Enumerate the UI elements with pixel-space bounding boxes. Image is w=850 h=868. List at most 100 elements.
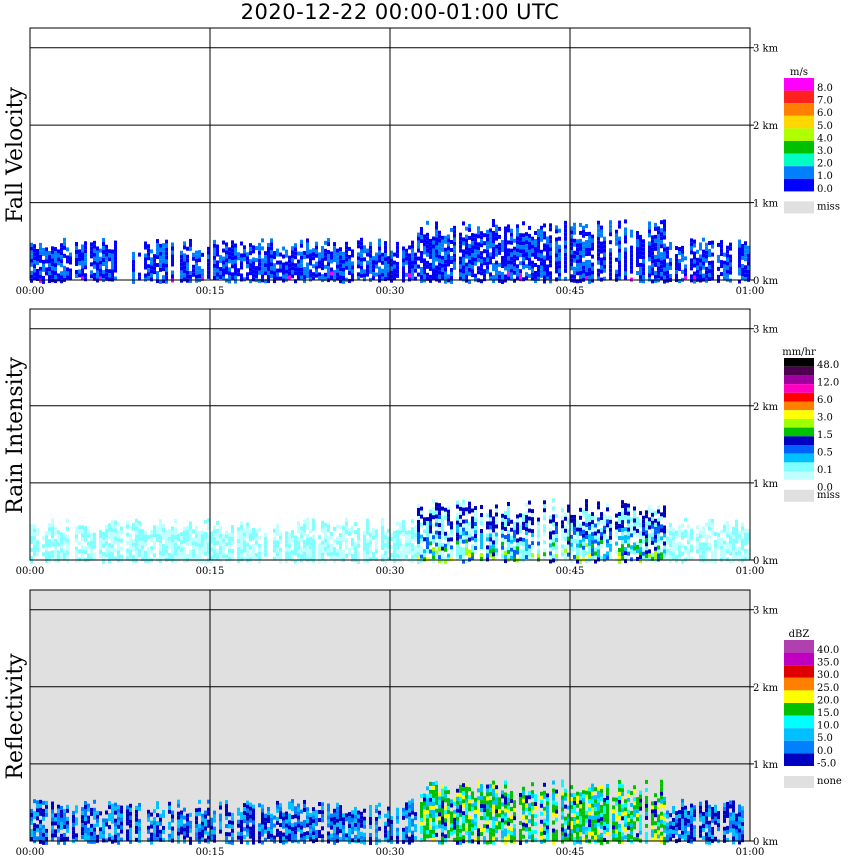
echo-cell bbox=[666, 536, 669, 541]
echo-cell bbox=[555, 546, 558, 551]
echo-cell bbox=[675, 554, 678, 559]
echo-cell bbox=[510, 826, 513, 831]
echo-cell bbox=[159, 243, 162, 248]
echo-cell bbox=[198, 250, 201, 255]
echo-cell bbox=[657, 262, 660, 267]
echo-cell bbox=[537, 521, 540, 526]
echo-cell bbox=[621, 528, 624, 533]
echo-cell bbox=[537, 248, 540, 253]
echo-cell bbox=[387, 544, 390, 549]
echo-cell bbox=[150, 530, 153, 535]
echo-cell bbox=[258, 250, 261, 255]
echo-cell bbox=[39, 831, 42, 836]
echo-cell bbox=[228, 540, 231, 545]
echo-cell bbox=[627, 527, 630, 532]
echo-cell bbox=[108, 825, 111, 830]
echo-cell bbox=[459, 530, 462, 535]
echo-cell bbox=[105, 252, 108, 257]
echo-cell bbox=[453, 257, 456, 262]
echo-cell bbox=[363, 269, 366, 274]
echo-cell bbox=[462, 253, 465, 258]
echo-cell bbox=[579, 523, 582, 528]
echo-cell bbox=[654, 530, 657, 535]
echo-cell bbox=[39, 254, 42, 259]
echo-cell bbox=[450, 227, 453, 232]
echo-cell bbox=[87, 819, 90, 824]
echo-cell bbox=[84, 809, 87, 814]
echo-cell bbox=[621, 524, 624, 529]
legend-missing-swatch bbox=[784, 489, 814, 502]
echo-cell bbox=[345, 257, 348, 262]
echo-cell bbox=[357, 535, 360, 540]
echo-cell bbox=[495, 232, 498, 237]
echo-cell bbox=[135, 522, 138, 527]
echo-cell bbox=[261, 828, 264, 833]
echo-cell bbox=[228, 832, 231, 837]
echo-cell bbox=[108, 805, 111, 810]
echo-cell bbox=[456, 792, 459, 797]
echo-cell bbox=[483, 273, 486, 278]
echo-cell bbox=[441, 816, 444, 821]
echo-field bbox=[30, 219, 750, 284]
echo-cell bbox=[303, 520, 306, 525]
echo-cell bbox=[459, 264, 462, 269]
echo-cell bbox=[480, 557, 483, 562]
echo-cell bbox=[330, 821, 333, 826]
echo-cell bbox=[507, 541, 510, 546]
echo-cell bbox=[570, 522, 573, 527]
echo-cell bbox=[114, 834, 117, 839]
echo-cell bbox=[219, 542, 222, 547]
echo-cell bbox=[681, 523, 684, 528]
echo-cell bbox=[702, 253, 705, 258]
echo-cell bbox=[348, 266, 351, 271]
echo-cell bbox=[237, 807, 240, 812]
echo-cell bbox=[201, 829, 204, 834]
echo-cell bbox=[432, 539, 435, 544]
echo-cell bbox=[210, 559, 213, 564]
echo-cell bbox=[162, 813, 165, 818]
echo-cell bbox=[171, 270, 174, 275]
echo-cell bbox=[267, 274, 270, 279]
echo-cell bbox=[708, 261, 711, 266]
echo-cell bbox=[63, 548, 66, 553]
echo-cell bbox=[516, 546, 519, 551]
echo-cell bbox=[321, 834, 324, 839]
echo-cell bbox=[708, 277, 711, 282]
echo-cell bbox=[444, 515, 447, 520]
echo-cell bbox=[501, 537, 504, 542]
echo-cell bbox=[495, 272, 498, 277]
echo-cell bbox=[411, 798, 414, 803]
echo-cell bbox=[411, 272, 414, 277]
echo-cell bbox=[711, 526, 714, 531]
echo-cell bbox=[504, 820, 507, 825]
echo-cell bbox=[468, 533, 471, 538]
echo-cell bbox=[744, 277, 747, 282]
echo-cell bbox=[558, 276, 561, 281]
echo-cell bbox=[516, 542, 519, 547]
echo-cell bbox=[471, 237, 474, 242]
echo-cell bbox=[582, 273, 585, 278]
echo-cell bbox=[180, 270, 183, 275]
echo-cell bbox=[684, 264, 687, 269]
echo-cell bbox=[42, 840, 45, 845]
echo-cell bbox=[90, 831, 93, 836]
echo-cell bbox=[639, 539, 642, 544]
echo-cell bbox=[180, 822, 183, 827]
echo-cell bbox=[171, 530, 174, 535]
echo-cell bbox=[618, 264, 621, 269]
echo-cell bbox=[57, 534, 60, 539]
echo-cell bbox=[63, 245, 66, 250]
echo-cell bbox=[186, 537, 189, 542]
echo-cell bbox=[369, 536, 372, 541]
echo-cell bbox=[261, 258, 264, 263]
echo-cell bbox=[333, 836, 336, 841]
echo-cell bbox=[690, 528, 693, 533]
echo-cell bbox=[105, 818, 108, 823]
legend-label: 48.0 bbox=[817, 360, 839, 371]
echo-cell bbox=[405, 256, 408, 261]
echo-cell bbox=[225, 270, 228, 275]
echo-cell bbox=[537, 549, 540, 554]
echo-cell bbox=[60, 263, 63, 268]
echo-cell bbox=[441, 263, 444, 268]
echo-cell bbox=[720, 541, 723, 546]
